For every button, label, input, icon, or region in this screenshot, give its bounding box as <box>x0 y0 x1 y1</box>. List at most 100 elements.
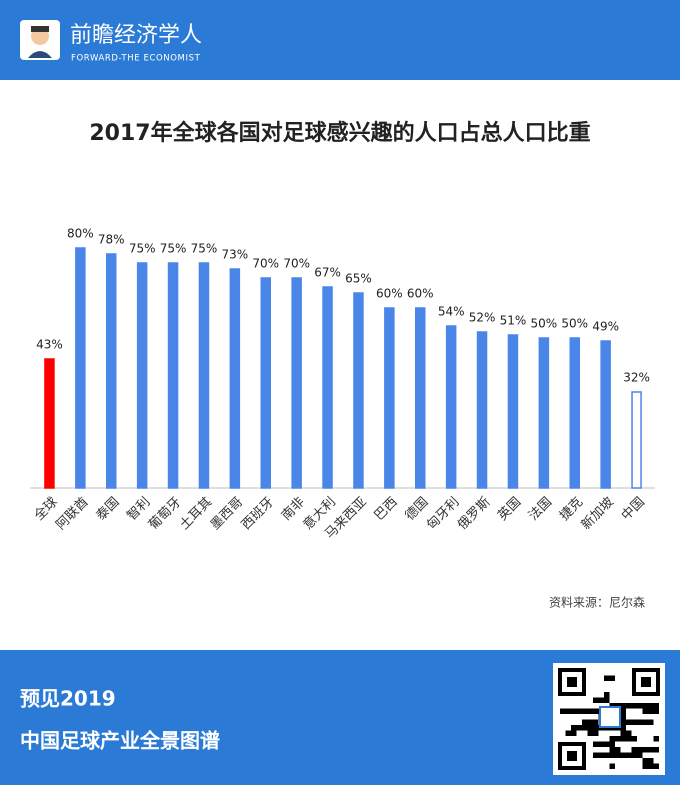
qr-module <box>598 741 604 747</box>
qr-module <box>620 708 626 714</box>
qr-module <box>593 719 599 725</box>
qr-module <box>642 763 648 769</box>
qr-module <box>637 703 643 709</box>
bar <box>106 253 117 489</box>
qr-module <box>620 730 626 736</box>
qr-module <box>609 736 615 742</box>
qr-module <box>631 752 637 758</box>
qr-finder <box>632 668 660 696</box>
qr-module <box>631 736 637 742</box>
x-tick-label: 中国 <box>619 495 648 524</box>
bar <box>445 325 457 489</box>
bar <box>507 334 519 489</box>
qr-module <box>648 719 654 725</box>
qr-module <box>571 730 577 736</box>
qr-module <box>593 725 599 731</box>
bar <box>476 331 488 489</box>
value-label: 52% <box>469 311 496 325</box>
value-label: 50% <box>531 317 558 331</box>
qr-module <box>626 703 632 709</box>
value-label: 50% <box>561 317 588 331</box>
qr-module <box>593 730 599 736</box>
qr-module <box>593 697 599 703</box>
value-label: 60% <box>376 287 403 301</box>
qr-module <box>604 741 610 747</box>
bar <box>291 277 302 489</box>
qr-finder <box>567 751 577 761</box>
qr-module <box>587 719 593 725</box>
x-tick-label: 新加坡 <box>578 494 617 533</box>
bar <box>353 292 364 489</box>
qr-finder <box>558 742 586 770</box>
qr-module <box>631 747 637 753</box>
qr-module <box>615 703 621 709</box>
qr-module <box>609 763 615 769</box>
x-tick-label: 土耳其 <box>177 495 215 533</box>
bar <box>198 262 210 489</box>
qr-module <box>648 703 654 709</box>
qr-module <box>604 675 610 681</box>
x-tick-label: 巴西 <box>372 495 401 524</box>
value-label: 67% <box>314 266 341 280</box>
qr-module <box>626 736 632 742</box>
bar <box>384 307 395 489</box>
qr-module <box>642 758 648 764</box>
bar <box>136 262 148 489</box>
qr-module <box>615 736 621 742</box>
bar <box>569 337 580 489</box>
qr-module <box>609 747 615 753</box>
value-label: 75% <box>129 242 156 256</box>
value-label: 54% <box>438 305 465 319</box>
qr-module <box>609 703 615 709</box>
value-label: 32% <box>623 371 650 385</box>
bar <box>167 262 179 489</box>
qr-module <box>648 763 654 769</box>
qr-code <box>553 663 665 775</box>
source: 资料来源：尼尔森 <box>549 595 645 610</box>
qr-module <box>571 725 577 731</box>
footer-line1: 预见2019 <box>20 687 116 711</box>
qr-module <box>587 708 593 714</box>
qr-module <box>587 725 593 731</box>
qr-module <box>604 697 610 703</box>
qr-module <box>637 752 643 758</box>
qr-module <box>620 752 626 758</box>
plot: 全球43%阿联酋80%泰国78%智利75%葡萄牙75%土耳其75%墨西哥73%西… <box>31 227 650 543</box>
qr-module <box>582 725 588 731</box>
bar <box>631 391 642 489</box>
x-tick-label: 法国 <box>526 495 555 524</box>
qr-module <box>637 719 643 725</box>
footer-line2: 中国足球产业全景图谱 <box>20 729 220 753</box>
x-tick-label: 泰国 <box>94 495 123 524</box>
bar <box>600 340 611 489</box>
qr-module <box>620 725 626 731</box>
qr-module <box>620 703 626 709</box>
qr-module <box>598 752 604 758</box>
qr-module <box>653 763 659 769</box>
qr-module <box>587 730 593 736</box>
bar <box>322 286 333 489</box>
qr-module <box>642 747 648 753</box>
qr-module <box>576 725 582 731</box>
qr-module <box>642 719 648 725</box>
qr-module <box>620 719 626 725</box>
qr-module <box>653 708 659 714</box>
qr-module <box>571 708 577 714</box>
qr-module <box>609 675 615 681</box>
qr-module <box>637 747 643 753</box>
logo-body <box>28 51 52 58</box>
value-label: 78% <box>98 233 125 247</box>
value-label: 70% <box>283 257 310 271</box>
qr-module <box>653 703 659 709</box>
value-label: 73% <box>222 248 249 262</box>
qr-module <box>631 719 637 725</box>
qr-module <box>604 692 610 698</box>
value-label: 75% <box>160 242 187 256</box>
qr-module <box>609 752 615 758</box>
qr-module <box>598 697 604 703</box>
qr-module <box>626 719 632 725</box>
qr-module <box>648 708 654 714</box>
header-band <box>0 0 680 80</box>
bar <box>538 337 550 489</box>
